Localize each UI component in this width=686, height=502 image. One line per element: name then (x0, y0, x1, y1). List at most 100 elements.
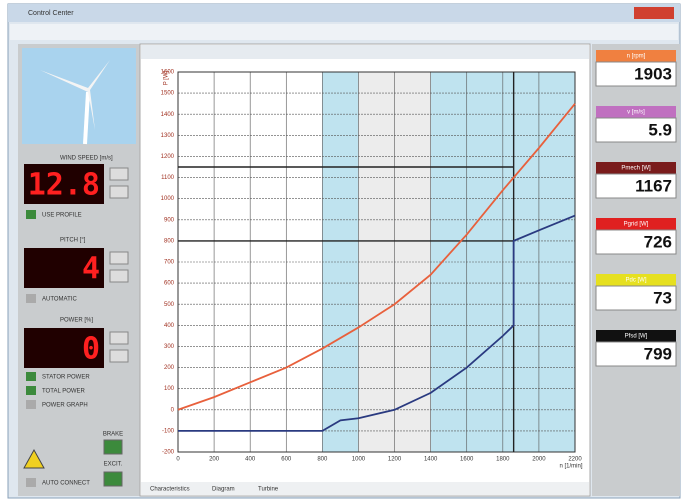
tab[interactable]: Turbine (258, 487, 279, 493)
readout-box (595, 341, 677, 367)
readout-value: 1903 (634, 64, 672, 83)
title-bar (8, 4, 680, 22)
readout-box (595, 61, 677, 87)
close-button[interactable] (634, 7, 674, 19)
chart-toolbar (141, 45, 589, 59)
wind-speed-display (24, 164, 104, 204)
y-tick-label: 1200 (161, 154, 175, 160)
tab[interactable]: Characteristics (150, 487, 190, 493)
readout-label-bg (596, 218, 676, 230)
readout-label: Pfsd [W] (625, 334, 648, 340)
y-tick-label: 900 (164, 217, 175, 223)
down-button[interactable] (109, 269, 129, 283)
pitch-display (24, 248, 104, 288)
up-button[interactable] (109, 331, 129, 345)
y-tick-label: -200 (162, 450, 175, 456)
x-tick-label: 1400 (424, 457, 438, 463)
toggle[interactable] (26, 400, 36, 409)
readout-label-bg (596, 274, 676, 286)
toggle[interactable] (26, 478, 36, 487)
y-tick-label: 1500 (161, 91, 175, 97)
readout-label-bg (596, 50, 676, 62)
option-label: AUTOMATIC (42, 297, 77, 303)
readout-label: v [m/s] (627, 110, 645, 116)
up-button[interactable] (109, 167, 129, 181)
y-tick-label: 1400 (161, 112, 175, 118)
y-tick-label: 300 (164, 344, 175, 350)
readout-label-bg (596, 162, 676, 174)
wind-speed-label: WIND SPEED [m/s] (60, 156, 113, 162)
down-button[interactable] (109, 185, 129, 199)
y-tick-label: 1100 (161, 175, 175, 181)
y-tick-label: 400 (164, 323, 175, 329)
pitch-value: 4 (82, 252, 100, 287)
power-value: 0 (82, 332, 100, 367)
excit-label: EXCIT. (104, 462, 123, 468)
auto-connect-label: AUTO CONNECT (42, 481, 90, 487)
readout-box (595, 173, 677, 199)
option-label: STATOR POWER (42, 375, 90, 381)
up-button[interactable] (109, 251, 129, 265)
power-display (24, 328, 104, 368)
turbine-blades (40, 60, 110, 130)
wind-speed-value: 12.8 (28, 168, 100, 203)
x-tick-label: 200 (209, 457, 220, 463)
readout-value: 73 (653, 288, 672, 307)
readout-label: n [rpm] (627, 54, 646, 60)
x-tick-label: 1600 (460, 457, 474, 463)
readout-value: 5.9 (648, 120, 672, 139)
chart: 0 200 400 600 800 1000 1200 1400 1600 1800 2000 220… (161, 70, 583, 470)
toolbar (10, 24, 678, 40)
wind-speed-group: WIND SPEED [m/s] 12.8 USE PROFILE (24, 156, 129, 219)
y-tick-label: 500 (164, 302, 175, 308)
readout-label-bg (596, 106, 676, 118)
readout-value: 726 (644, 232, 672, 251)
option-label: TOTAL POWER (42, 389, 86, 395)
y-tick-label: 700 (164, 260, 175, 266)
readouts: n [rpm] 1903 v [m/s]5.9 Pmech [W] 1167 Pgrid … (595, 50, 677, 367)
readout-value: 1167 (635, 176, 672, 195)
toggle[interactable] (26, 294, 36, 303)
pitch-group: PITCH [°] 4 AUTOMATIC (24, 238, 129, 303)
series-line (178, 214, 576, 432)
turbine-image (22, 48, 136, 144)
readout-box (595, 285, 677, 311)
power-group: POWER [%] 0 STATOR POWER TOTAL POWER POW… (24, 318, 129, 409)
x-tick-label: 2200 (568, 457, 582, 463)
readout-box (595, 229, 677, 255)
x-tick-label: 1000 (352, 457, 366, 463)
excit-button[interactable] (103, 471, 123, 487)
x-tick-label: 2000 (532, 457, 546, 463)
readout-label: Pmech [W] (621, 166, 651, 172)
y-tick-label: 800 (164, 238, 175, 244)
y-tick-label: 200 (164, 365, 175, 371)
readout-label: Pdc [W] (625, 278, 646, 284)
y-tick-label: 100 (164, 386, 175, 392)
option-label: POWER GRAPH (42, 403, 88, 409)
y-tick-label: 600 (164, 281, 175, 287)
x-tick-label: 400 (245, 457, 256, 463)
x-tick-label: 0 (176, 457, 180, 463)
pitch-label: PITCH [°] (60, 238, 86, 244)
brake-button[interactable] (103, 439, 123, 455)
y-tick-label: 1300 (161, 133, 175, 139)
tab[interactable]: Diagram (212, 487, 235, 493)
toggle[interactable] (26, 386, 36, 395)
y-tick-label: 0 (171, 407, 175, 413)
tab-bar (141, 482, 589, 495)
readout-label-bg (596, 330, 676, 342)
toggle[interactable] (26, 372, 36, 381)
down-button[interactable] (109, 349, 129, 363)
x-tick-label: 600 (281, 457, 292, 463)
readout-value: 799 (644, 344, 672, 363)
x-tick-label: 1200 (388, 457, 402, 463)
x-tick-label: 800 (317, 457, 328, 463)
window-title: Control Center (28, 10, 74, 17)
toggle[interactable] (26, 210, 36, 219)
x-axis-label: n [1/min] (559, 464, 582, 470)
x-tick-label: 1800 (496, 457, 510, 463)
warning-icon (23, 448, 45, 469)
power-label: POWER [%] (60, 318, 93, 324)
plot-frame (177, 71, 576, 453)
